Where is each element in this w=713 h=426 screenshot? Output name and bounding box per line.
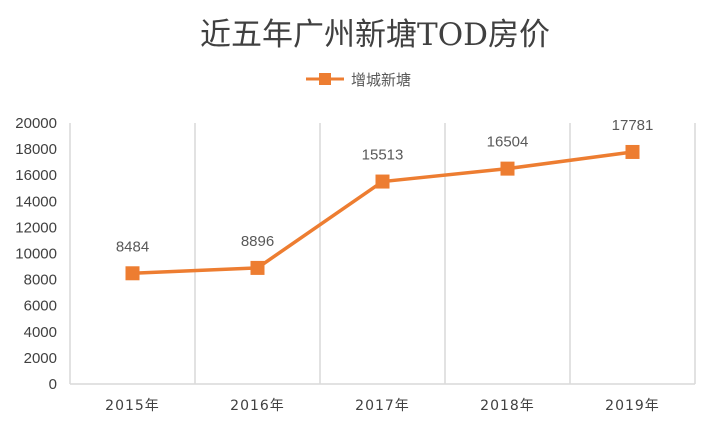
series-increase-xintang (125, 144, 640, 281)
data-label: 8896 (241, 233, 274, 250)
data-label: 8484 (116, 238, 149, 255)
data-point (250, 260, 265, 275)
data-label: 16504 (487, 134, 529, 151)
legend-marker-swatch (319, 73, 331, 85)
x-tick-label: 2017年 (355, 398, 410, 414)
y-tick-label: 12000 (15, 219, 57, 236)
y-tick-label: 8000 (24, 272, 57, 289)
chart-title: 近五年广州新塘TOD房价 (200, 17, 550, 53)
legend: 增城新塘 (306, 71, 411, 89)
y-tick-label: 10000 (15, 246, 57, 263)
data-point (125, 266, 140, 281)
x-tick-label: 2016年 (230, 398, 285, 414)
data-point (375, 174, 390, 189)
y-tick-label: 4000 (24, 324, 57, 341)
y-tick-label: 6000 (24, 298, 57, 315)
x-tick-label: 2019年 (605, 398, 660, 414)
y-tick-label: 18000 (15, 141, 57, 158)
y-tick-label: 16000 (15, 167, 57, 184)
legend-label: 增城新塘 (351, 71, 411, 89)
data-label: 17781 (612, 117, 654, 134)
y-tick-label: 2000 (24, 350, 57, 367)
x-tick-label: 2018年 (480, 398, 535, 414)
y-tick-label: 14000 (15, 193, 57, 210)
series-line (132, 150, 633, 276)
data-label: 15513 (362, 147, 404, 164)
y-tick-label: 20000 (15, 115, 57, 132)
gridlines (69, 123, 696, 385)
data-labels: 8484 8896 15513 16504 17781 (116, 117, 654, 255)
x-axis-ticks: 2015年 2016年 2017年 2018年 2019年 (105, 398, 660, 414)
y-tick-label: 0 (49, 376, 57, 393)
y-axis-ticks: 0 2000 4000 6000 8000 10000 12000 14000 16000 180… (15, 115, 57, 393)
data-point (625, 144, 640, 159)
data-point (500, 161, 515, 176)
x-tick-label: 2015年 (105, 398, 160, 414)
